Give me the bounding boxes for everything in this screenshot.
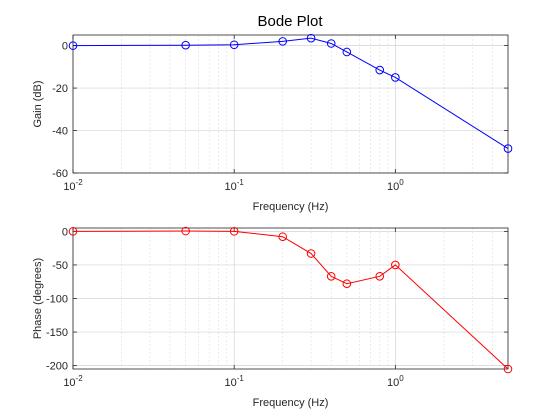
y-tick-label: -50 (52, 260, 68, 272)
gain-data-point (181, 40, 190, 50)
y-tick-label: -40 (52, 126, 68, 138)
phase-data-point (306, 249, 316, 258)
phase-data-point (326, 272, 336, 281)
phase-data-point (391, 260, 400, 270)
gain-plot: 10-2 10-1 100 0 -20 -40 -60 Frequency (Hz) Gai… (32, 33, 513, 213)
gain-data-point (342, 47, 352, 57)
x-tick-label: 100 (387, 178, 404, 193)
phase-data-point (181, 226, 190, 236)
y-tick-label: -200 (46, 361, 68, 373)
x-tick-label: 10-1 (224, 374, 244, 389)
phase-plot: 10-2 10-1 100 0 -50 -100 -150 -200 Frequency (H… (32, 226, 513, 409)
chart-title: Bode Plot (257, 13, 323, 30)
gain-data-point (278, 37, 287, 46)
gain-data-point (375, 65, 385, 75)
x-tick-label: 10-1 (224, 178, 244, 193)
gain-data-point (503, 144, 513, 153)
phase-x-axis-label: Frequency (Hz) (253, 397, 329, 409)
y-tick-label: -100 (46, 294, 68, 306)
gain-data-point (306, 33, 316, 43)
y-tick-label: 0 (62, 226, 68, 238)
y-tick-label: -150 (46, 327, 68, 339)
phase-data-point (375, 272, 385, 281)
phase-data-point (503, 364, 513, 374)
gain-data-point (326, 39, 336, 48)
x-tick-label: 100 (387, 374, 404, 389)
phase-data-point (229, 227, 239, 236)
gain-x-axis-label: Frequency (Hz) (253, 201, 329, 213)
gain-y-axis-label: Gain (dB) (32, 80, 44, 127)
phase-y-axis-label: Phase (degrees) (32, 258, 44, 339)
gain-series-line (72, 37, 509, 150)
y-tick-label: -20 (52, 83, 68, 95)
y-tick-label: -60 (52, 168, 68, 180)
y-tick-label: 0 (62, 41, 68, 53)
gain-data-point (229, 40, 239, 50)
gain-data-point (68, 41, 78, 50)
x-tick-label: 10-2 (63, 374, 83, 389)
x-tick-label: 10-2 (63, 178, 83, 193)
phase-data-point (278, 232, 287, 242)
gain-data-point (391, 73, 400, 82)
phase-data-point (342, 279, 352, 289)
phase-data-point (68, 227, 78, 236)
phase-series-line (72, 230, 509, 370)
